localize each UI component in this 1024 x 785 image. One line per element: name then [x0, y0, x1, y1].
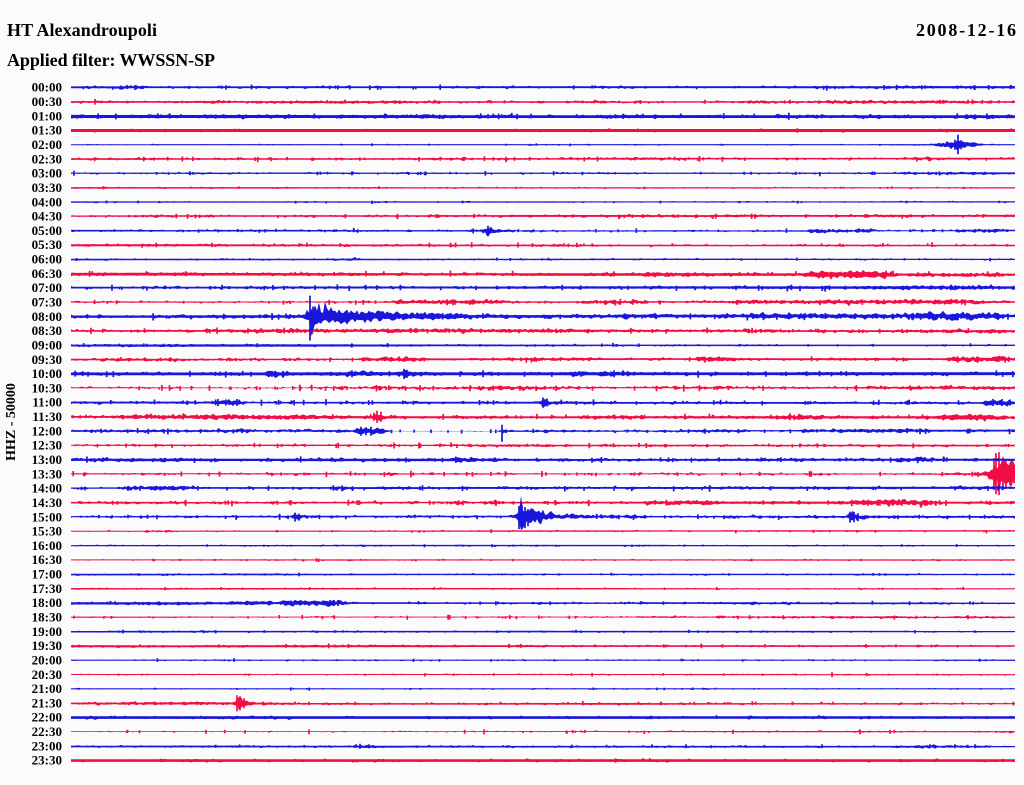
- svg-text:14:00: 14:00: [32, 481, 62, 496]
- svg-text:03:00: 03:00: [32, 166, 62, 181]
- svg-text:05:30: 05:30: [32, 237, 62, 252]
- svg-text:07:30: 07:30: [32, 295, 62, 310]
- svg-text:04:00: 04:00: [32, 194, 62, 209]
- svg-text:18:00: 18:00: [32, 595, 62, 610]
- svg-text:11:00: 11:00: [32, 395, 62, 410]
- svg-text:17:30: 17:30: [32, 581, 62, 596]
- svg-text:04:30: 04:30: [32, 209, 62, 224]
- svg-text:15:00: 15:00: [32, 509, 62, 524]
- svg-text:02:30: 02:30: [32, 151, 62, 166]
- svg-text:17:00: 17:00: [32, 567, 62, 582]
- svg-text:22:30: 22:30: [32, 724, 62, 739]
- svg-text:12:00: 12:00: [32, 423, 62, 438]
- svg-text:10:30: 10:30: [32, 380, 62, 395]
- svg-text:Applied filter: WWSSN-SP: Applied filter: WWSSN-SP: [7, 50, 215, 70]
- svg-text:00:30: 00:30: [32, 94, 62, 109]
- svg-text:13:30: 13:30: [32, 466, 62, 481]
- svg-text:03:30: 03:30: [32, 180, 62, 195]
- svg-text:HHZ - 50000: HHZ - 50000: [4, 383, 19, 461]
- svg-text:06:30: 06:30: [32, 266, 62, 281]
- svg-text:18:30: 18:30: [32, 610, 62, 625]
- svg-text:09:00: 09:00: [32, 337, 62, 352]
- svg-text:21:30: 21:30: [32, 695, 62, 710]
- svg-text:23:00: 23:00: [32, 738, 62, 753]
- svg-text:2008-12-16: 2008-12-16: [916, 20, 1016, 40]
- svg-text:15:30: 15:30: [32, 524, 62, 539]
- svg-text:14:30: 14:30: [32, 495, 62, 510]
- svg-text:22:00: 22:00: [32, 710, 62, 725]
- svg-text:19:00: 19:00: [32, 624, 62, 639]
- svg-text:23:30: 23:30: [32, 753, 62, 768]
- svg-text:11:30: 11:30: [32, 409, 62, 424]
- svg-text:12:30: 12:30: [32, 438, 62, 453]
- svg-text:08:30: 08:30: [32, 323, 62, 338]
- svg-text:16:00: 16:00: [32, 538, 62, 553]
- svg-text:HT Alexandroupoli: HT Alexandroupoli: [7, 20, 157, 40]
- svg-text:08:00: 08:00: [32, 309, 62, 324]
- svg-text:05:00: 05:00: [32, 223, 62, 238]
- svg-text:16:30: 16:30: [32, 552, 62, 567]
- svg-text:21:00: 21:00: [32, 681, 62, 696]
- svg-text:19:30: 19:30: [32, 638, 62, 653]
- svg-text:07:00: 07:00: [32, 280, 62, 295]
- svg-text:00:00: 00:00: [32, 80, 62, 95]
- svg-text:10:00: 10:00: [32, 366, 62, 381]
- svg-text:01:30: 01:30: [32, 123, 62, 138]
- svg-text:20:30: 20:30: [32, 667, 62, 682]
- svg-text:13:00: 13:00: [32, 452, 62, 467]
- svg-text:09:30: 09:30: [32, 352, 62, 367]
- svg-text:02:00: 02:00: [32, 137, 62, 152]
- svg-text:01:00: 01:00: [32, 108, 62, 123]
- svg-text:06:00: 06:00: [32, 252, 62, 267]
- svg-text:20:00: 20:00: [32, 653, 62, 668]
